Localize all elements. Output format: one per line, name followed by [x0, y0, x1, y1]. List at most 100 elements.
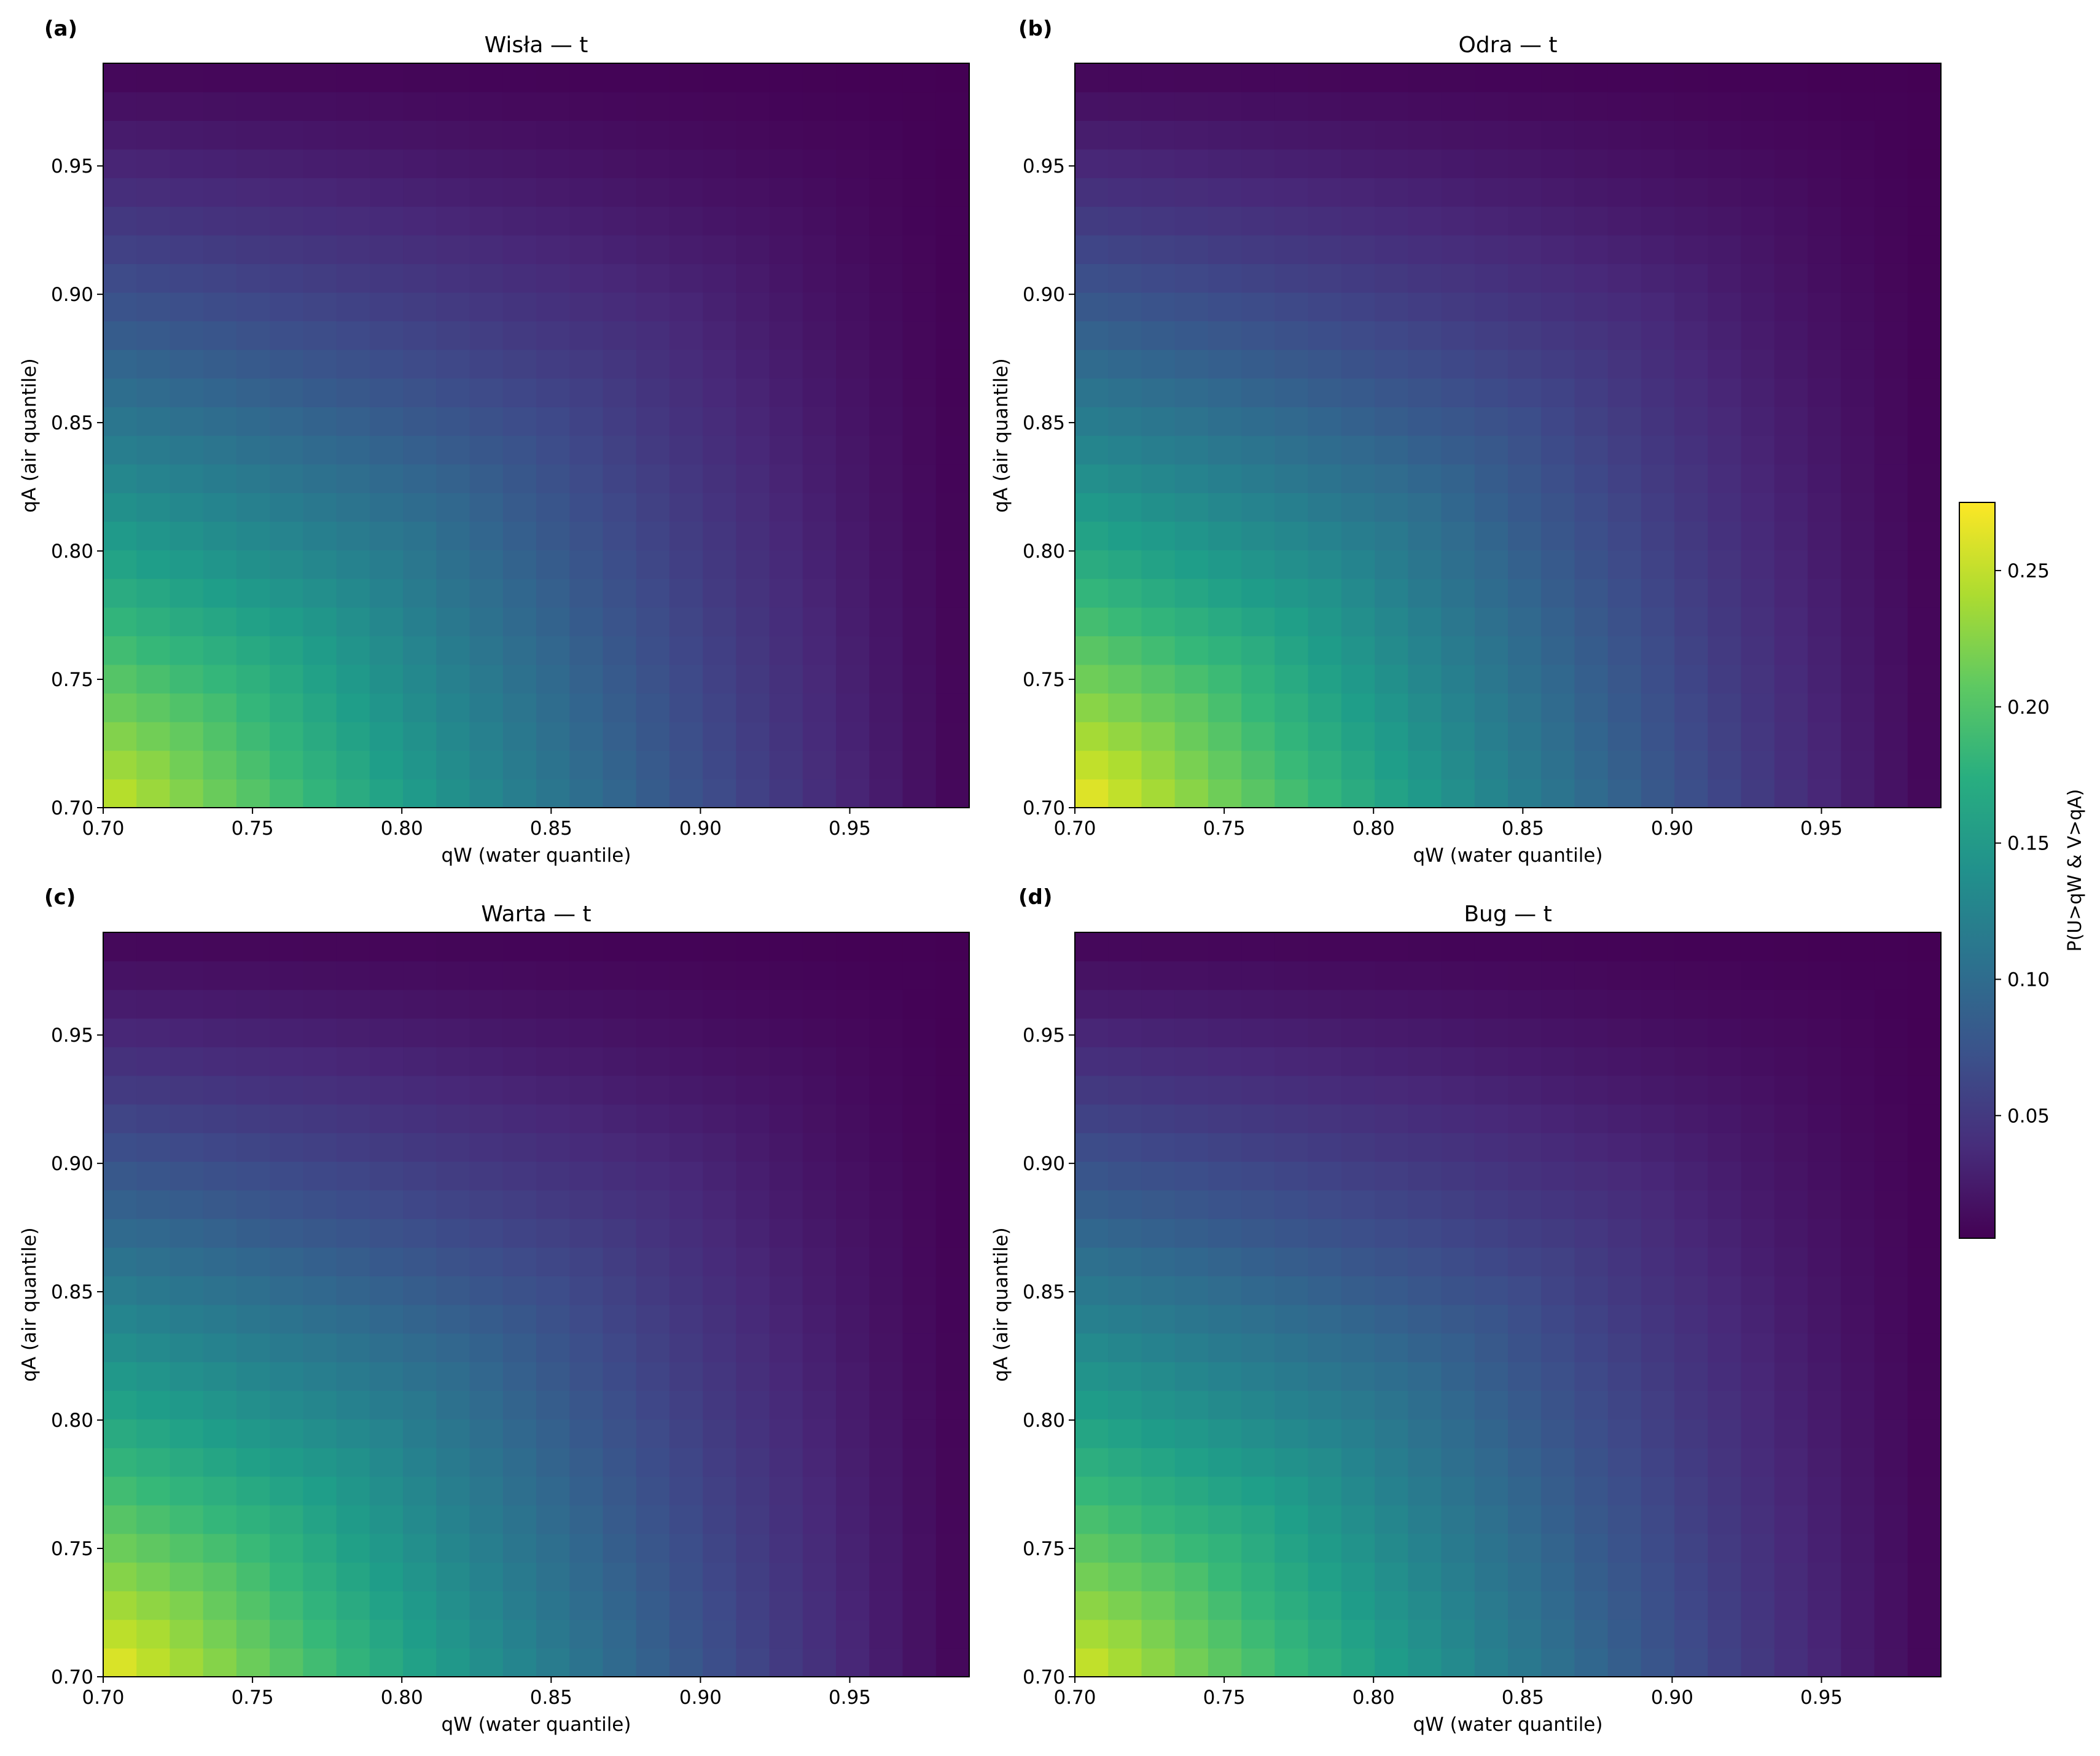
- heatmap-cell: [1341, 149, 1375, 179]
- heatmap-cell: [502, 636, 537, 665]
- heatmap-cell: [1808, 1190, 1841, 1219]
- heatmap-cell: [1474, 1276, 1509, 1305]
- heatmap-cell: [902, 263, 937, 293]
- heatmap-cell: [636, 1448, 670, 1477]
- heatmap-cell: [802, 932, 837, 962]
- heatmap-cell: [436, 1362, 470, 1391]
- heatmap-cell: [1541, 493, 1575, 522]
- heatmap-cell: [1641, 1333, 1675, 1362]
- heatmap-cell: [236, 378, 270, 407]
- heatmap-cell: [869, 1161, 904, 1191]
- heatmap-cell: [1408, 750, 1442, 779]
- heatmap-cell: [1674, 664, 1708, 694]
- heatmap-cell: [1574, 1505, 1609, 1534]
- heatmap-cell: [270, 120, 303, 150]
- heatmap-cell: [1607, 722, 1642, 751]
- heatmap-cell: [669, 1190, 703, 1219]
- heatmap-cell: [1607, 779, 1642, 808]
- heatmap-cell: [1075, 636, 1109, 665]
- heatmap-cell: [1375, 349, 1408, 379]
- heatmap-cell: [303, 932, 337, 962]
- heatmap-cell: [203, 1505, 237, 1534]
- heatmap-cell: [802, 989, 837, 1019]
- heatmap-cell: [336, 92, 370, 121]
- heatmap-cell: [1441, 1648, 1475, 1677]
- heatmap-cell: [1208, 407, 1242, 436]
- heatmap-cell: [403, 932, 437, 962]
- heatmap-cell: [369, 932, 404, 962]
- heatmap-cell: [1274, 321, 1309, 350]
- heatmap-cell: [469, 321, 504, 350]
- heatmap-cell: [236, 722, 270, 751]
- heatmap-cell: [1241, 779, 1275, 808]
- heatmap-cell: [703, 779, 736, 808]
- heatmap-cell: [170, 1075, 204, 1105]
- heatmap-cell: [1274, 1505, 1309, 1534]
- heatmap-cell: [536, 378, 570, 407]
- heatmap-cell: [1774, 932, 1808, 962]
- heatmap-cell: [1541, 1104, 1575, 1133]
- heatmap-cell: [203, 235, 237, 264]
- heatmap-cell: [1541, 1448, 1575, 1477]
- heatmap-cell: [569, 1533, 604, 1563]
- heatmap-cell: [203, 92, 237, 121]
- heatmap-cell: [1341, 1161, 1375, 1191]
- heatmap-cell: [1808, 1562, 1841, 1591]
- heatmap-cell: [769, 1362, 803, 1391]
- heatmap-cell: [703, 63, 736, 93]
- heatmap-cell: [1441, 932, 1475, 962]
- heatmap-cell: [1341, 1448, 1375, 1477]
- heatmap-cell: [1841, 206, 1875, 236]
- heatmap-cell: [1874, 1619, 1908, 1649]
- heatmap-cell: [1208, 1619, 1242, 1649]
- heatmap-cell: [1141, 779, 1176, 808]
- heatmap-cell: [270, 1362, 303, 1391]
- heatmap-cell: [636, 693, 670, 722]
- heatmap-cell: [236, 235, 270, 264]
- heatmap-cell: [1841, 1018, 1875, 1048]
- heatmap-cell: [170, 435, 204, 465]
- heatmap-cell: [1607, 1448, 1642, 1477]
- heatmap-cell: [170, 1591, 204, 1620]
- heatmap-cell: [170, 1018, 204, 1048]
- heatmap-cell: [1241, 1018, 1275, 1048]
- heatmap-cell: [769, 779, 803, 808]
- heatmap-cell: [1841, 1533, 1875, 1563]
- heatmap-cell: [1441, 120, 1475, 150]
- heatmap-cell: [436, 235, 470, 264]
- heatmap-cell: [1774, 120, 1808, 150]
- heatmap-cell: [1341, 750, 1375, 779]
- heatmap-cell: [303, 521, 337, 551]
- heatmap-cell: [1541, 1619, 1575, 1649]
- heatmap-cell: [636, 1390, 670, 1420]
- heatmap-cell: [136, 1390, 171, 1420]
- heatmap-cell: [303, 178, 337, 207]
- heatmap-cell: [736, 1362, 770, 1391]
- heatmap-cell: [836, 292, 870, 322]
- heatmap-cell: [336, 1333, 370, 1362]
- heatmap-cell: [170, 693, 204, 722]
- heatmap-cell: [769, 493, 803, 522]
- heatmap-cell: [669, 961, 703, 990]
- panel-label: (a): [44, 17, 77, 41]
- heatmap-cell: [1208, 206, 1242, 236]
- heatmap-cell: [1708, 493, 1742, 522]
- heatmap-cell: [103, 1305, 137, 1334]
- heatmap-cell: [1907, 636, 1942, 665]
- heatmap-cell: [1108, 1133, 1142, 1162]
- heatmap-cell: [1841, 378, 1875, 407]
- heatmap-cell: [603, 779, 637, 808]
- heatmap-cell: [1375, 932, 1408, 962]
- heatmap-cell: [603, 607, 637, 636]
- heatmap-cell: [1774, 750, 1808, 779]
- heatmap-cell: [1408, 464, 1442, 493]
- heatmap-cell: [802, 1505, 837, 1534]
- heatmap-cell: [1907, 579, 1942, 608]
- heatmap-cell: [1308, 92, 1342, 121]
- heatmap-cell: [403, 1533, 437, 1563]
- heatmap-cell: [1907, 521, 1942, 551]
- heatmap-cell: [136, 1591, 171, 1620]
- heatmap-cell: [336, 1018, 370, 1048]
- heatmap-cell: [1841, 550, 1875, 579]
